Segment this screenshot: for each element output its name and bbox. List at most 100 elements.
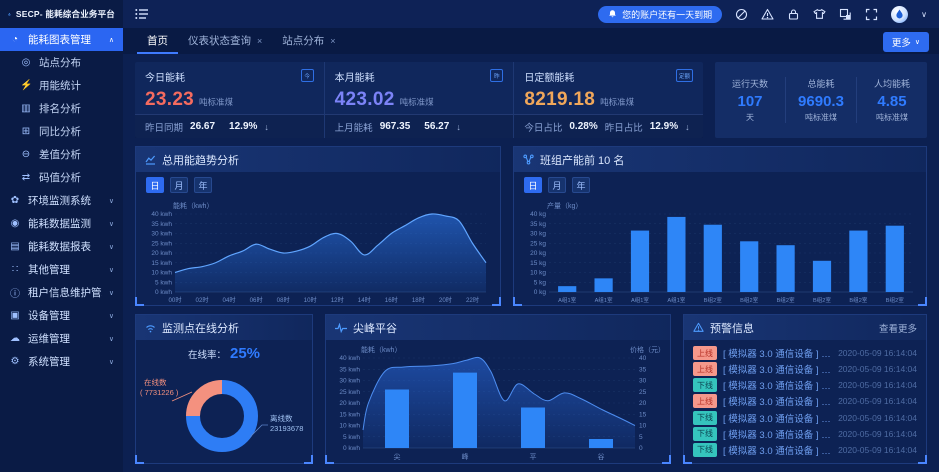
panel-title: 班组产能前 10 名 (540, 154, 625, 167)
tab-home[interactable]: 首页 (137, 28, 178, 54)
sidebar-item-env-monitoring[interactable]: ✿ 环境监测系统 ∨ (10, 195, 114, 207)
lock-icon[interactable] (787, 8, 800, 21)
alert-row[interactable]: 下线 [ 模拟器 3.0 通信设备 ] 模拟器 3.0... 2020-05-0… (693, 410, 917, 425)
sidebar-item-other-management[interactable]: ∷ 其他管理 ∨ (0, 258, 123, 281)
svg-text:15: 15 (639, 411, 647, 418)
more-button[interactable]: 更多 ∨ (882, 32, 929, 52)
alert-row[interactable]: 上线 [ 模拟器 3.0 通信设备 ] 模拟器 3.0... 2020-05-0… (693, 362, 917, 377)
stat-card-quota: 日定额能耗 定额 8219.18 吨标准煤 今日占比 0.28% 昨日占比 12… (513, 62, 704, 138)
tab-bar: 首页 仪表状态查询 × 站点分布 × 更多 ∨ (123, 28, 939, 54)
trend-tab-month[interactable]: 月 (170, 177, 188, 193)
share-nodes-icon (523, 154, 534, 165)
report-icon: ▤ (10, 241, 20, 252)
alert-row[interactable]: 上线 [ 模拟器 3.0 通信设备 ] 模拟器 3.0... 2020-05-0… (693, 394, 917, 409)
svg-text:25 kg: 25 kg (530, 240, 546, 247)
svg-text:02时: 02时 (196, 296, 209, 304)
svg-text:40 kg: 40 kg (530, 211, 546, 218)
svg-text:10 kwh: 10 kwh (151, 270, 172, 277)
avatar[interactable] (891, 5, 909, 23)
online-panel: 监测点在线分析 在线率： 25% 在线数( 7731226 ) 离线数 231936… (135, 314, 313, 464)
close-icon[interactable]: × (257, 35, 263, 46)
svg-text:5 kwh: 5 kwh (343, 434, 360, 441)
svg-text:A组1室: A组1室 (631, 296, 649, 304)
warning-icon[interactable] (761, 8, 774, 21)
fullscreen-icon[interactable] (865, 8, 878, 21)
windows-icon[interactable] (839, 8, 852, 21)
dashboard-icon[interactable] (735, 8, 748, 21)
sidebar-item-code-value[interactable]: ⇄ 码值分析 (21, 172, 81, 184)
chevron-up-icon: ∧ (108, 36, 114, 44)
status-badge: 下线 (693, 426, 717, 441)
svg-text:A组1室: A组1室 (667, 296, 685, 304)
sidebar-item-chart-management[interactable]: ◔ 能耗图表管理 ∧ (0, 28, 123, 51)
view-more-link[interactable]: 查看更多 (878, 323, 917, 335)
sidebar-item-energy-report[interactable]: ▤ 能耗数据报表 ∨ (10, 241, 114, 253)
rank-panel: 班组产能前 10 名 日 月 年 0 kg 5 kg 10 kg 15 kg 20 kg… (513, 146, 927, 306)
svg-text:( 7731226 ): ( 7731226 ) (140, 388, 179, 397)
svg-text:23193678: 23193678 (270, 424, 303, 433)
sidebar-item-difference[interactable]: ⊖ 差值分析 (21, 149, 81, 161)
month-energy-value: 423.02 (334, 89, 395, 110)
sidebar-item-tenant-info[interactable]: ⓘ 租户信息维护管理 ∨ (10, 287, 114, 300)
compare-icon: ⊞ (21, 126, 31, 137)
svg-text:10: 10 (639, 423, 647, 430)
alert-row[interactable]: 上线 [ 模拟器 3.0 通信设备 ] 模拟器 3.0... 2020-05-0… (693, 346, 917, 361)
sidebar-item-ranking[interactable]: ▥ 排名分析 (21, 103, 81, 115)
sidebar-item-energy-stats[interactable]: ⚡ 用能统计 (20, 80, 81, 92)
svg-text:能耗（kwh）: 能耗（kwh） (173, 201, 213, 210)
info-icon: ⓘ (10, 289, 20, 300)
svg-text:06时: 06时 (250, 296, 263, 304)
chevron-down-icon[interactable]: ∨ (921, 9, 927, 19)
svg-text:谷: 谷 (598, 452, 605, 461)
sidebar-item-device-management[interactable]: ▣ 设备管理 ∨ (10, 310, 114, 322)
chevron-down-icon: ∨ (108, 335, 114, 343)
svg-text:20: 20 (639, 400, 647, 407)
rank-tab-year[interactable]: 年 (572, 177, 590, 193)
account-notice-button[interactable]: 您的账户还有一天到期 (598, 5, 723, 23)
sidebar-item-system-management[interactable]: ⚙ 系统管理 ∨ (10, 356, 114, 368)
trend-panel: 总用能趋势分析 日 月 年 0 kwh 5 kwh 10 kwh 15 kwh 20 k… (135, 146, 501, 306)
svg-text:5 kwh: 5 kwh (155, 279, 172, 286)
tab-meter-status[interactable]: 仪表状态查询 × (188, 35, 263, 47)
theme-icon[interactable] (813, 8, 826, 20)
menu-collapse-icon[interactable] (135, 8, 149, 20)
svg-text:35 kwh: 35 kwh (151, 221, 172, 228)
sidebar-item-energy-data-monitor[interactable]: ◉ 能耗数据监测 ∨ (10, 218, 114, 230)
alert-row[interactable]: 下线 [ 模拟器 3.0 通信设备 ] 模拟器 3.0... 2020-05-0… (693, 426, 917, 441)
sidebar-item-ops-management[interactable]: ☁ 运维管理 ∨ (10, 333, 114, 345)
summary-total-energy: 总能耗 9690.3 吨标准煤 (785, 77, 856, 123)
sidebar-item-yoy-analysis[interactable]: ⊞ 同比分析 (21, 126, 81, 138)
svg-text:产量（kg）: 产量（kg） (547, 201, 582, 210)
trend-tab-day[interactable]: 日 (146, 177, 164, 193)
bell-icon (609, 10, 616, 18)
gear-icon: ⚙ (10, 356, 20, 367)
svg-text:08时: 08时 (277, 296, 290, 304)
svg-text:35 kg: 35 kg (530, 221, 546, 228)
svg-text:40 kwh: 40 kwh (339, 355, 360, 362)
rank-tab-day[interactable]: 日 (524, 177, 542, 193)
quota-energy-value: 8219.18 (524, 89, 596, 110)
trend-down-icon: ↓ (264, 121, 269, 132)
rank-period-tabs: 日 月 年 (514, 172, 926, 195)
chevron-down-icon: ∨ (108, 220, 114, 228)
alerts-panel: 预警信息 查看更多 上线 [ 模拟器 3.0 通信设备 ] 模拟器 3.0...… (683, 314, 927, 464)
close-icon[interactable]: × (330, 35, 336, 46)
bottom-row: 监测点在线分析 在线率： 25% 在线数( 7731226 ) 离线数 231936… (135, 314, 927, 464)
svg-text:能耗（kwh）: 能耗（kwh） (361, 345, 401, 354)
panel-title: 总用能趋势分析 (162, 154, 239, 167)
trend-tab-year[interactable]: 年 (194, 177, 212, 193)
sidebar-item-site-distribution[interactable]: ◎ 站点分布 (21, 57, 81, 69)
status-badge: 上线 (693, 362, 717, 377)
panel-title: 预警信息 (710, 322, 754, 335)
app-logo: SECP- 能耗综合业务平台 (0, 0, 123, 28)
alert-row[interactable]: 下线 [ 模拟器 3.0 通信设备 ] 模拟器 3.0... 2020-05-0… (693, 442, 917, 457)
status-badge: 下线 (693, 410, 717, 425)
pie-chart-icon: ◔ (11, 34, 19, 45)
rank-tab-month[interactable]: 月 (548, 177, 566, 193)
today-energy-value: 23.23 (145, 89, 195, 110)
tab-site-distribution[interactable]: 站点分布 × (282, 35, 336, 47)
svg-text:20 kwh: 20 kwh (339, 400, 360, 407)
grid-icon: ∷ (11, 264, 19, 275)
svg-text:16时: 16时 (385, 296, 398, 304)
alert-row[interactable]: 下线 [ 模拟器 3.0 通信设备 ] 模拟器 3.0... 2020-05-0… (693, 378, 917, 393)
